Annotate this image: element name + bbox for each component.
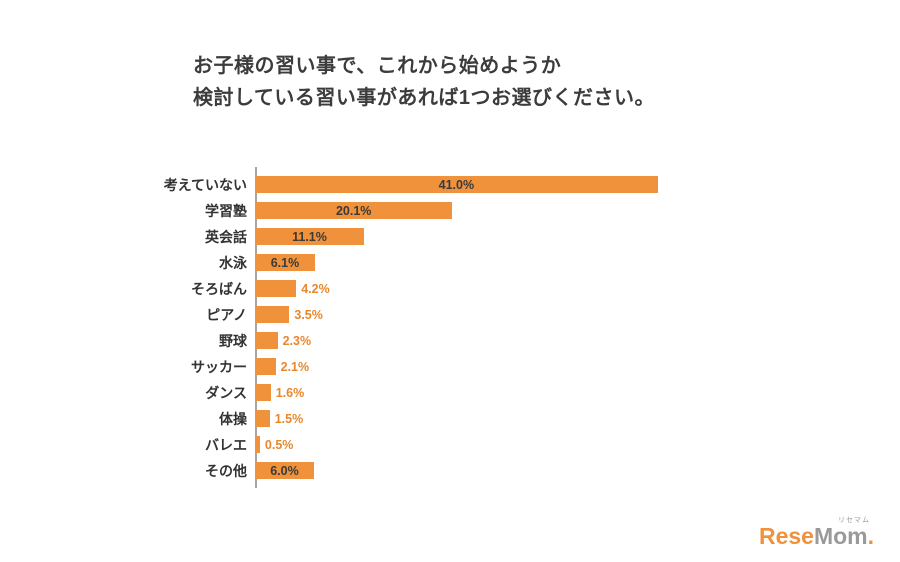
bar-chart: 考えていない 41.0% 学習塾 20.1% 英会話 11.1% 水泳 6.1%… [140,167,740,488]
value-label: 2.3% [282,333,312,348]
value-label: 20.1% [335,203,372,218]
y-axis-line [255,167,257,488]
category-label: 学習塾 [205,202,247,219]
category-label: 水泳 [219,254,247,271]
value-label: 11.1% [292,229,327,244]
category-label: 体操 [219,410,247,427]
bar-row: サッカー 2.1% [140,358,740,375]
category-label: ダンス [205,384,247,401]
bar [255,358,276,375]
bar-row: そろばん 4.2% [140,280,740,297]
resemom-logo: リセマム ReseMom. [758,517,874,549]
logo-text-mom: Mom [813,523,868,549]
bar-row: ダンス 1.6% [140,384,740,401]
bar-row: 体操 1.5% [140,410,740,427]
logo-dot: . [867,523,874,549]
category-label: 考えていない [163,176,247,193]
bar: 41.0% [255,176,658,193]
value-label: 41.0% [438,177,475,192]
category-label: ピアノ [206,306,247,323]
bar-track: 3.5% [255,306,697,323]
bar [255,280,297,297]
value-label: 1.6% [275,385,305,400]
bar: 6.0% [255,462,314,479]
bar: 20.1% [255,202,453,219]
bar-track: 1.6% [255,384,697,401]
bar [255,332,278,349]
bar [255,436,260,453]
category-label: そろばん [191,280,247,297]
bar-track: 4.2% [255,280,697,297]
bar-row: 英会話 11.1% [140,228,740,245]
value-label: 4.2% [301,281,330,296]
bar-row: ピアノ 3.5% [140,306,740,323]
bar-row: 野球 2.3% [140,332,740,349]
bar-row: その他 6.0% [140,462,740,479]
chart-title-line1: お子様の習い事で、これから始めようか [193,55,562,77]
value-label: 1.5% [274,411,304,426]
value-label: 6.0% [270,463,299,478]
category-label: その他 [205,462,247,479]
bar [255,384,271,401]
chart-title-line2: 検討している習い事があれば1つお選びください。 [193,87,656,109]
bar-track: 1.5% [255,410,697,427]
value-label: 2.1% [280,359,310,374]
bar-track: 11.1% [255,228,697,245]
value-label: 3.5% [294,307,323,322]
bar-row: バレエ 0.5% [140,436,740,453]
value-label: 6.1% [270,255,300,270]
bar [255,306,290,323]
logo-text-rese: Rese [758,523,814,549]
bar: 11.1% [255,228,365,245]
bar-track: 6.1% [255,254,697,271]
bar-row: 学習塾 20.1% [140,202,740,219]
bar-track: 0.5% [255,436,697,453]
category-label: 野球 [219,332,247,349]
bar-row: 水泳 6.1% [140,254,740,271]
category-label: 英会話 [205,228,247,245]
bar-track: 41.0% [255,176,697,193]
value-label: 0.5% [264,437,294,452]
chart-title: お子様の習い事で、これから始めようか 検討している習い事があれば1つお選びくださ… [193,50,655,114]
bar-track: 2.1% [255,358,697,375]
bar-track: 2.3% [255,332,697,349]
bar-track: 20.1% [255,202,697,219]
category-label: バレエ [205,436,247,453]
bar: 6.1% [255,254,315,271]
category-label: サッカー [191,358,247,375]
logo-ruby-text: リセマム [838,517,870,524]
bar-rows: 考えていない 41.0% 学習塾 20.1% 英会話 11.1% 水泳 6.1%… [140,167,740,488]
bar-track: 6.0% [255,462,697,479]
bar [255,410,270,427]
bar-row: 考えていない 41.0% [140,176,740,193]
